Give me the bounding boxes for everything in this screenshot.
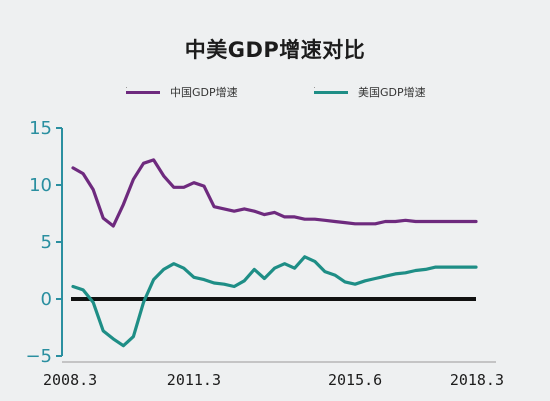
legend-label-china: 中国GDP增速 xyxy=(170,86,238,99)
series-line-china xyxy=(71,158,478,228)
x-tick-label: 2015.6 xyxy=(328,371,382,389)
x-tick-label: 2018.3 xyxy=(450,371,504,389)
legend-label-usa: 美国GDP增速 xyxy=(358,86,426,99)
y-tick-label: 0 xyxy=(41,289,52,310)
legend-item-usa: 美国GDP增速 xyxy=(314,85,426,99)
y-tick-label: −5 xyxy=(25,346,52,367)
x-tick-label: 2011.3 xyxy=(167,371,221,389)
legend-swatch-china xyxy=(126,86,160,94)
chart-title: 中美GDP增速对比 xyxy=(184,38,366,62)
legend-swatch-usa xyxy=(314,86,348,94)
y-tick-label: 5 xyxy=(41,232,52,253)
y-tick-label: 15 xyxy=(29,118,52,139)
x-tick-label: 2008.3 xyxy=(43,371,97,389)
legend-item-china: 中国GDP增速 xyxy=(126,85,238,99)
y-tick-label: 10 xyxy=(29,175,52,196)
series-line-usa xyxy=(71,255,478,348)
